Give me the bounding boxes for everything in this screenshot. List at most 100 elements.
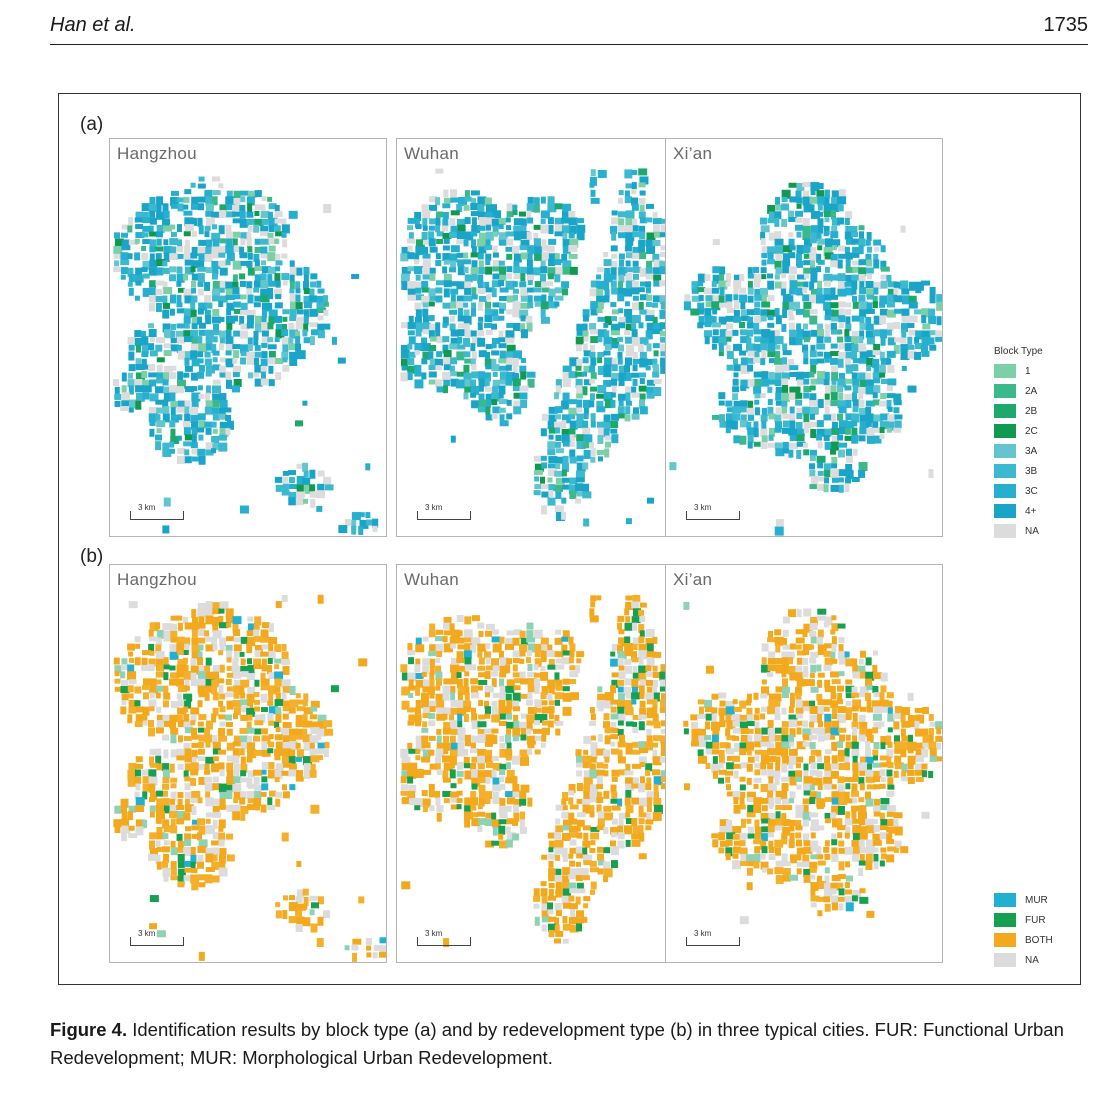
urban-block: [541, 720, 548, 726]
urban-block: [401, 322, 408, 329]
urban-block: [866, 302, 873, 311]
urban-block: [569, 357, 579, 367]
urban-block: [177, 720, 184, 728]
urban-block: [485, 294, 491, 301]
urban-block: [625, 351, 633, 357]
urban-block: [176, 643, 185, 653]
legend-label: 2C: [1025, 425, 1038, 437]
legend-swatch: [994, 464, 1016, 478]
urban-block: [900, 280, 909, 290]
urban-block: [809, 455, 816, 461]
urban-block: [837, 288, 847, 297]
urban-block: [190, 414, 199, 423]
legend-swatch: [994, 953, 1016, 967]
urban-block: [740, 734, 749, 742]
urban-block: [761, 274, 767, 280]
urban-block: [568, 882, 577, 890]
urban-block: [176, 379, 186, 389]
urban-block: [205, 267, 213, 274]
urban-block: [879, 427, 885, 434]
urban-block: [289, 266, 297, 276]
urban-block: [148, 267, 157, 276]
urban-block: [170, 672, 180, 679]
urban-block: [824, 294, 832, 301]
urban-block: [767, 868, 774, 875]
urban-block: [303, 315, 309, 325]
urban-block: [823, 484, 829, 493]
urban-block: [887, 414, 897, 424]
urban-block: [204, 295, 212, 305]
urban-block: [831, 818, 838, 828]
urban-block: [568, 903, 578, 910]
urban-block: [589, 393, 595, 401]
urban-block: [789, 699, 795, 708]
urban-block: [838, 734, 845, 742]
urban-block: [268, 623, 274, 633]
urban-block: [155, 280, 165, 286]
urban-block: [464, 643, 473, 653]
urban-block: [852, 385, 861, 394]
urban-block: [316, 734, 322, 741]
urban-block: [809, 700, 816, 707]
urban-block: [837, 434, 844, 441]
urban-block: [767, 204, 776, 214]
urban-block: [880, 735, 890, 745]
urban-block: [281, 692, 287, 700]
urban-block: [831, 441, 840, 451]
urban-block: [407, 672, 417, 682]
urban-block: [352, 938, 362, 945]
urban-block: [775, 643, 781, 653]
urban-block: [747, 414, 754, 421]
urban-block: [191, 448, 199, 455]
urban-block: [831, 203, 840, 212]
urban-block: [809, 714, 819, 723]
urban-block: [148, 769, 157, 779]
urban-block: [128, 274, 135, 283]
urban-block: [610, 392, 616, 398]
urban-block: [415, 742, 425, 752]
urban-block: [872, 762, 882, 768]
urban-block: [281, 490, 290, 496]
urban-block: [407, 252, 415, 260]
urban-block: [775, 811, 781, 820]
urban-block: [204, 281, 211, 291]
urban-block: [789, 365, 799, 371]
urban-block: [824, 755, 831, 764]
urban-block: [183, 288, 193, 298]
urban-block: [802, 854, 810, 864]
urban-block: [421, 246, 429, 255]
urban-block: [456, 804, 462, 810]
urban-block: [879, 860, 885, 867]
urban-block: [302, 462, 309, 472]
urban-block: [274, 770, 283, 780]
urban-block: [491, 819, 501, 828]
urban-block: [470, 239, 476, 249]
urban-block: [583, 749, 589, 755]
urban-block: [809, 294, 819, 304]
map-a-wuhan: Wuhan 3 km: [396, 138, 674, 537]
urban-block: [768, 804, 774, 810]
urban-block: [464, 287, 472, 295]
urban-block: [127, 372, 133, 379]
urban-block: [631, 315, 641, 324]
urban-block: [302, 734, 312, 743]
urban-block: [260, 225, 269, 233]
urban-block: [443, 798, 450, 804]
urban-block: [660, 783, 666, 790]
urban-block: [583, 784, 591, 793]
urban-block: [485, 301, 492, 309]
urban-block: [149, 196, 156, 206]
urban-block: [568, 657, 574, 664]
urban-block: [569, 671, 579, 678]
urban-block: [880, 280, 888, 289]
urban-block: [858, 860, 866, 866]
urban-block: [513, 231, 521, 241]
urban-block: [837, 832, 843, 839]
city-name-xian: Xi’an: [673, 144, 713, 163]
urban-block: [470, 330, 477, 337]
urban-block: [149, 692, 155, 699]
urban-block: [204, 189, 213, 199]
urban-block: [456, 790, 463, 796]
urban-block: [617, 294, 625, 302]
urban-block: [534, 699, 543, 708]
